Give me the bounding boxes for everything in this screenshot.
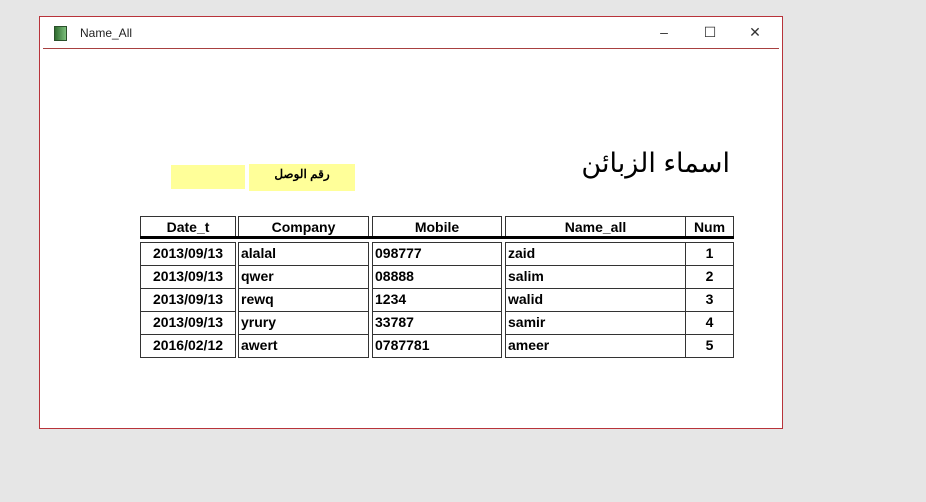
cell-date: 2013/09/13 <box>140 288 236 312</box>
cell-name: salim <box>505 265 686 289</box>
cell-num: 1 <box>685 242 734 266</box>
cell-company: rewq <box>238 288 369 312</box>
report-heading: اسماء الزبائن <box>581 148 730 178</box>
window-title: Name_All <box>80 26 133 40</box>
cell-date: 2013/09/13 <box>140 242 236 266</box>
header-divider <box>140 236 734 239</box>
receipt-number-label: رقم الوصل <box>249 164 355 191</box>
cell-date: 2013/09/13 <box>140 311 236 335</box>
close-button[interactable]: ✕ <box>749 24 761 40</box>
receipt-number-field <box>171 165 245 189</box>
cell-mobile: 08888 <box>372 265 502 289</box>
minimize-button[interactable]: – <box>660 24 668 40</box>
maximize-button[interactable]: ☐ <box>703 24 717 40</box>
cell-name: samir <box>505 311 686 335</box>
column-header-mobile: Mobile <box>372 216 502 237</box>
cell-mobile: 33787 <box>372 311 502 335</box>
report-window: Name_All – ☐ ✕ <box>39 16 783 429</box>
title-bar: Name_All – ☐ ✕ <box>43 17 779 49</box>
column-header-date: Date_t <box>140 216 236 237</box>
cell-company: qwer <box>238 265 369 289</box>
column-header-company: Company <box>238 216 369 237</box>
cell-num: 2 <box>685 265 734 289</box>
cell-date: 2013/09/13 <box>140 265 236 289</box>
cell-name: zaid <box>505 242 686 266</box>
column-header-num: Num <box>685 216 734 237</box>
cell-name: ameer <box>505 334 686 358</box>
report-book-icon <box>54 26 67 41</box>
cell-company: yrury <box>238 311 369 335</box>
cell-num: 3 <box>685 288 734 312</box>
column-header-name: Name_all <box>505 216 686 237</box>
cell-mobile: 098777 <box>372 242 502 266</box>
cell-num: 5 <box>685 334 734 358</box>
cell-num: 4 <box>685 311 734 335</box>
cell-company: alalal <box>238 242 369 266</box>
cell-name: walid <box>505 288 686 312</box>
cell-date: 2016/02/12 <box>140 334 236 358</box>
cell-mobile: 1234 <box>372 288 502 312</box>
cell-mobile: 0787781 <box>372 334 502 358</box>
cell-company: awert <box>238 334 369 358</box>
